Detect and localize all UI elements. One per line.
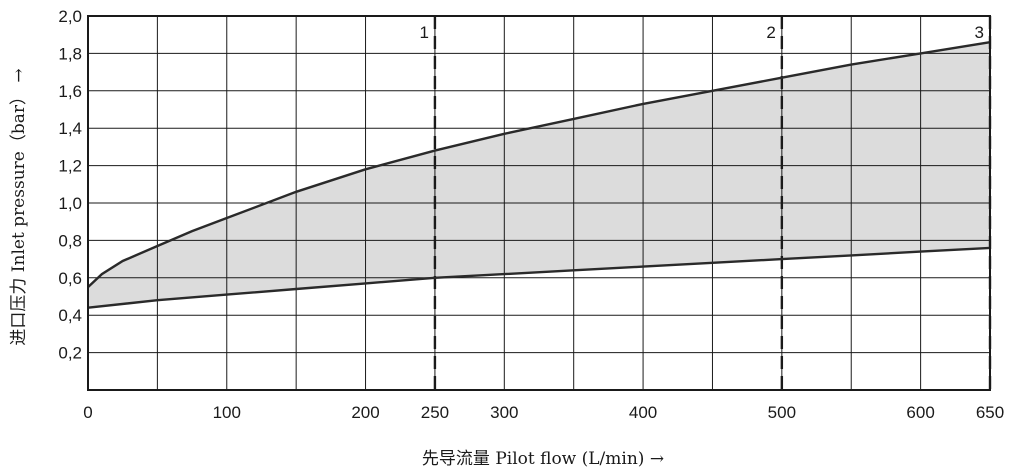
x-tick-label: 600 (906, 403, 934, 422)
y-axis-label: 进口压力 Inlet pressure（bar） → (9, 68, 29, 345)
lower-pressure-curve (87, 246, 991, 309)
marker-labels: 1 2 3 (419, 23, 984, 42)
x-axis-label: 先导流量 Pilot flow (L/min) → (422, 449, 664, 469)
y-tick-label: 0,4 (58, 306, 82, 325)
y-tick-labels: 0,2 0,4 0,6 0,8 1,0 1,2 1,4 1,6 1,8 2,0 (58, 7, 82, 363)
x-tick-label: 300 (490, 403, 518, 422)
flow-marker-label: 2 (766, 23, 775, 42)
upper-pressure-curve (87, 41, 991, 288)
x-tick-label: 0 (83, 403, 92, 422)
y-tick-label: 1,4 (58, 119, 82, 138)
y-tick-label: 0,8 (58, 231, 82, 250)
plot-frame (87, 15, 991, 391)
flow-marker-label: 1 (419, 23, 428, 42)
x-tick-label: 650 (976, 403, 1004, 422)
x-tick-labels: 0 100 200 250 300 400 500 600 650 (83, 403, 1004, 422)
x-tick-label: 100 (213, 403, 241, 422)
flow-marker-label: 3 (975, 23, 984, 42)
x-tick-label: 400 (629, 403, 657, 422)
y-tick-label: 0,6 (58, 269, 82, 288)
x-tick-label: 500 (768, 403, 796, 422)
y-tick-label: 0,2 (58, 344, 82, 363)
x-tick-label: 200 (351, 403, 379, 422)
pressure-range-band (88, 42, 990, 308)
y-tick-label: 2,0 (58, 7, 82, 26)
y-tick-label: 1,8 (58, 44, 82, 63)
y-tick-label: 1,0 (58, 194, 82, 213)
y-tick-label: 1,6 (58, 82, 82, 101)
y-tick-label: 1,2 (58, 157, 82, 176)
x-tick-label: 250 (421, 403, 449, 422)
